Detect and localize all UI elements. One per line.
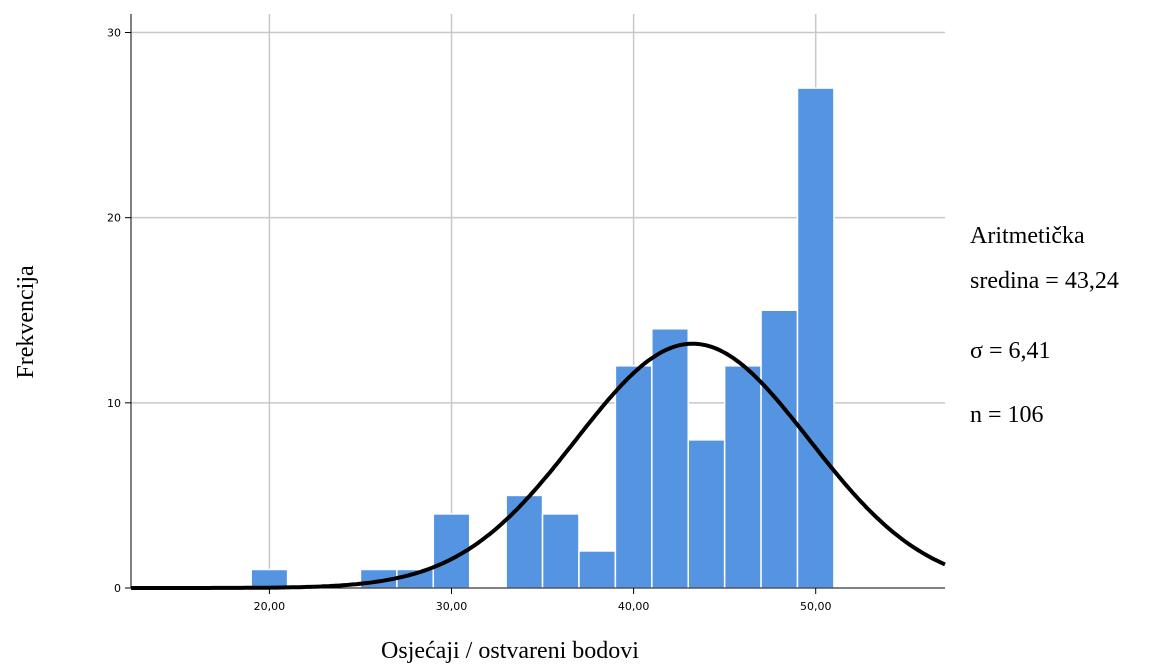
- histogram-bar: [723, 365, 762, 589]
- x-tick-label: 40,00: [618, 600, 650, 613]
- histogram-bar: [250, 568, 289, 589]
- histogram-bars: [250, 87, 835, 589]
- sigma-label: σ = 6,41: [970, 338, 1051, 364]
- x-tick-labels: 20,00 30,00 40,00 50,00: [254, 600, 832, 613]
- x-tick-label: 30,00: [436, 600, 468, 613]
- histogram-bar: [614, 365, 653, 589]
- mean-label-line2: sredina = 43,24: [970, 268, 1119, 294]
- y-tick-label: 10: [107, 397, 121, 410]
- n-label: n = 106: [970, 402, 1044, 428]
- y-tick-label: 0: [114, 582, 121, 595]
- histogram-bar: [651, 328, 689, 589]
- x-tick-label: 20,00: [254, 600, 286, 613]
- histogram-bar: [760, 309, 799, 589]
- y-axis-title: Frekvencija: [13, 265, 39, 379]
- histogram-bar: [505, 494, 544, 589]
- histogram-bar: [687, 439, 726, 589]
- x-tick-label: 50,00: [800, 600, 832, 613]
- histogram-bar: [578, 550, 617, 589]
- y-tick-labels: 0 10 20 30: [107, 27, 121, 595]
- x-axis-title: Osjećaji / ostvareni bodovi: [381, 638, 639, 664]
- mean-label-line1: Aritmetička: [970, 223, 1085, 249]
- histogram-bar: [541, 513, 580, 589]
- y-tick-label: 20: [107, 212, 121, 225]
- normal-curve: [131, 341, 946, 590]
- y-tick-label: 30: [107, 27, 121, 40]
- histogram-bar: [796, 87, 835, 589]
